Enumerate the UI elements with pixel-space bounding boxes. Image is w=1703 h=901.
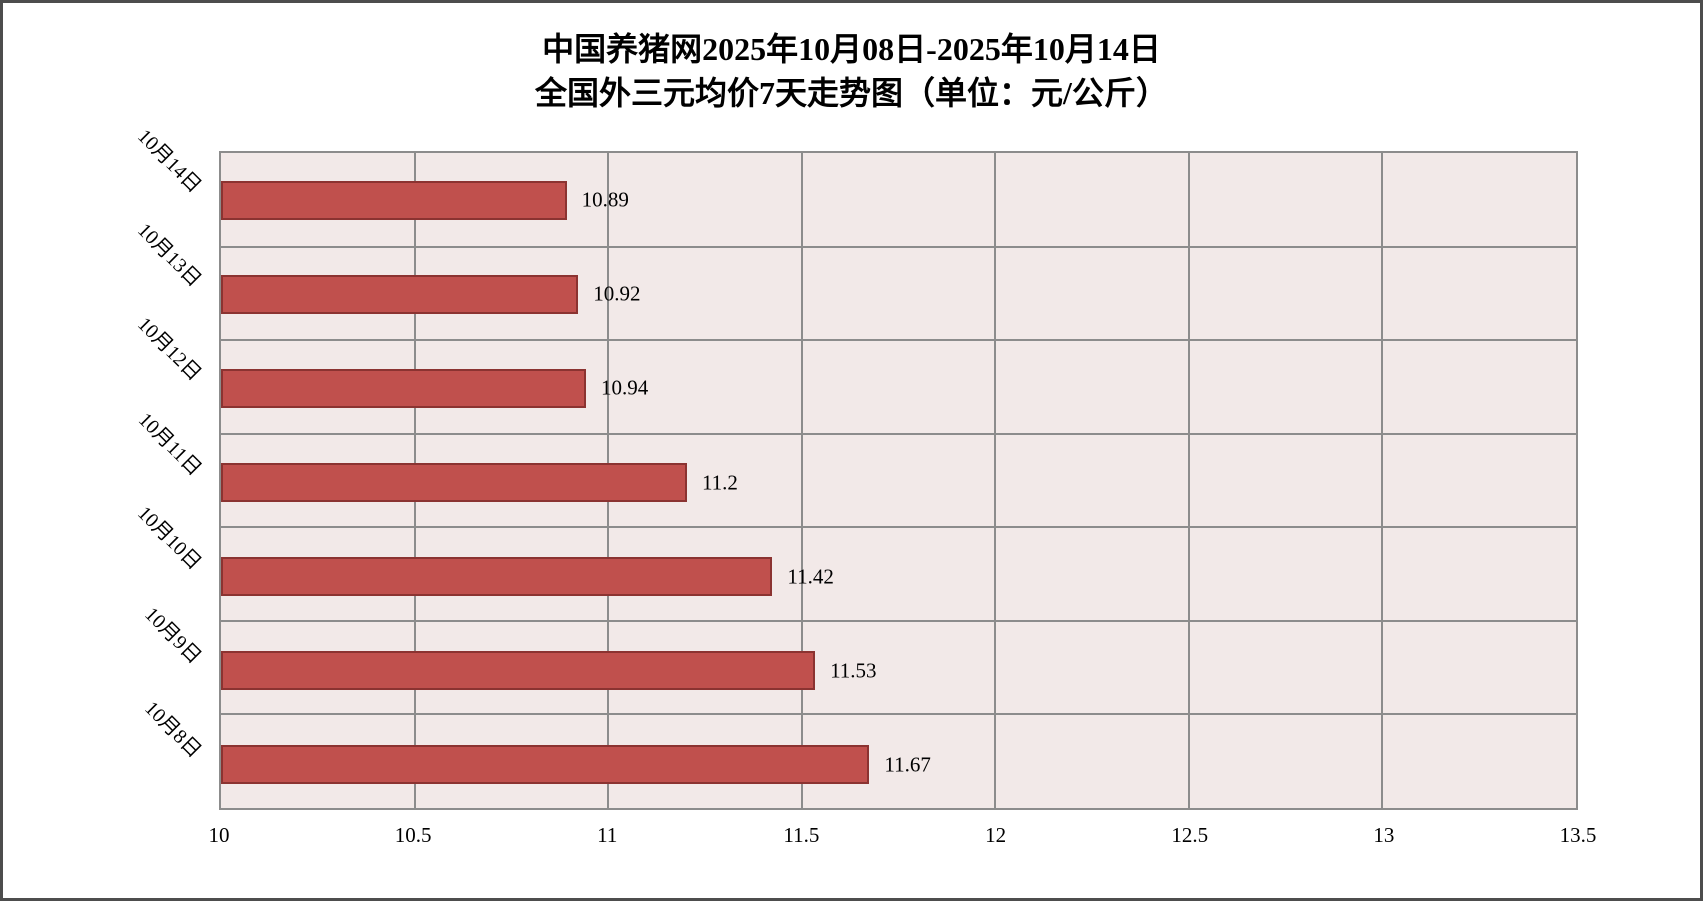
category-label: 10月14日	[133, 125, 206, 198]
x-axis-tick-label: 11.5	[783, 823, 820, 847]
x-axis-tick-label: 12	[985, 823, 1007, 847]
bar-value-label: 11.67	[884, 752, 931, 777]
category-label: 10月9日	[140, 603, 206, 669]
x-axis-tick-label: 10	[208, 823, 230, 847]
bar	[221, 274, 579, 314]
bar-value-label: 11.2	[701, 470, 738, 494]
bar-value-label: 10.89	[581, 187, 629, 212]
x-axis-tick-label: 13	[1373, 823, 1395, 847]
x-axis-tick-label: 10.5	[394, 823, 432, 847]
vertical-gridline	[800, 153, 803, 808]
category-label: 10月13日	[133, 219, 206, 292]
x-axis-tick-label: 12.5	[1171, 823, 1209, 847]
bar-value-label: 10.94	[600, 375, 649, 400]
bar	[221, 463, 687, 502]
x-axis-tick-label: 11	[597, 823, 618, 847]
bar	[221, 368, 586, 408]
category-label: 10月8日	[140, 697, 206, 763]
chart-title-line1: 中国养猪网2025年10月08日-2025年10月14日	[542, 31, 1161, 67]
category-label: 10月10日	[133, 501, 206, 574]
vertical-gridline	[994, 153, 997, 808]
bar	[221, 745, 870, 785]
plot-area: 10.89 10.92 10.94 11.2 11.42 11.53 11.67	[219, 151, 1578, 810]
vertical-gridline	[1187, 153, 1190, 808]
chart-title: 中国养猪网2025年10月08日-2025年10月14日 全国外三元均价7天走势…	[3, 27, 1700, 115]
category-label: 10月11日	[133, 408, 206, 480]
category-label: 10月12日	[133, 313, 206, 386]
bar	[221, 180, 567, 220]
chart-title-line2: 全国外三元均价7天走势图（单位：元/公斤）	[535, 75, 1168, 111]
bar	[221, 557, 773, 597]
bar-value-label: 11.53	[830, 658, 877, 683]
horizontal-gridline	[221, 713, 1576, 716]
bar	[221, 651, 816, 691]
horizontal-gridline	[221, 619, 1576, 622]
x-axis-tick-label: 13.5	[1559, 823, 1597, 847]
horizontal-gridline	[221, 432, 1576, 435]
vertical-gridline	[1381, 153, 1384, 808]
bar-value-label: 11.42	[787, 564, 834, 589]
horizontal-gridline	[221, 339, 1576, 342]
bar-value-label: 10.92	[593, 281, 641, 306]
horizontal-gridline	[221, 526, 1576, 529]
horizontal-gridline	[221, 245, 1576, 248]
